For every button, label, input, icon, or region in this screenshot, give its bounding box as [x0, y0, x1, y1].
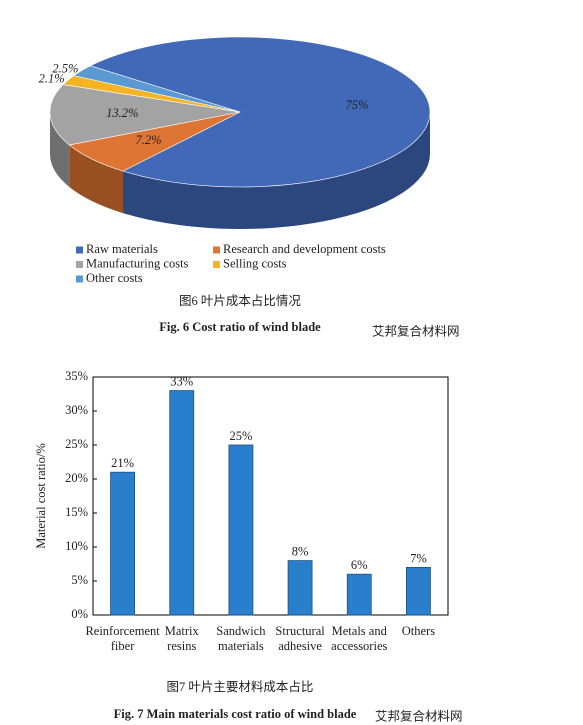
y-tick-label: 10% — [65, 539, 88, 553]
data-label: 8% — [292, 544, 309, 558]
slice — [49, 84, 241, 146]
legend-label: Raw materials — [86, 242, 158, 256]
caption-cn: 图6 叶片成本占比情况 — [179, 293, 301, 308]
data-label: 6% — [351, 558, 368, 572]
legend-swatch — [213, 261, 220, 268]
x-tick-label: Metals and accessories — [331, 624, 388, 653]
bar — [169, 390, 195, 616]
legend-label: Research and development costs — [223, 242, 386, 256]
legend-label: Other costs — [86, 271, 143, 285]
watermark: 艾邦复合材料网 — [372, 324, 460, 339]
y-tick-label: 15% — [65, 505, 88, 519]
y-tick-label: 20% — [65, 471, 88, 485]
caption-en: Fig. 7 Main materials cost ratio of wind… — [114, 707, 357, 721]
caption-cn: 图7 叶片主要材料成本占比 — [167, 679, 314, 694]
slice-side — [69, 144, 124, 214]
y-tick-label: 25% — [65, 437, 88, 451]
bar — [110, 471, 135, 616]
legend-swatch — [76, 246, 83, 254]
data-label: 25% — [229, 429, 252, 443]
x-tick-label: Sandwich materials — [216, 624, 266, 653]
x-tick-label: Reinforcement fiber — [85, 624, 160, 653]
slice-side — [123, 112, 430, 229]
data-label: 7.2% — [135, 133, 161, 147]
bar — [287, 560, 313, 616]
data-label: 7% — [410, 551, 427, 565]
legend-swatch — [76, 261, 83, 268]
slice — [89, 36, 431, 188]
y-tick-label: 5% — [71, 573, 88, 587]
y-tick-label: 30% — [65, 403, 88, 417]
x-tick-label: Matrix resins — [164, 624, 199, 653]
y-tick-label: 0% — [71, 607, 88, 621]
legend-label: Selling costs — [223, 256, 287, 270]
data-label: 2.5% — [52, 62, 78, 76]
x-tick-label: Others — [401, 624, 436, 638]
data-label: 75% — [345, 98, 368, 112]
x-tick-label: Structural adhesive — [275, 624, 325, 653]
caption-en: Fig. 6 Cost ratio of wind blade — [159, 320, 321, 334]
slice — [73, 65, 241, 113]
y-tick-label: 35% — [65, 369, 88, 383]
legend-swatch — [213, 246, 220, 254]
plot-frame — [92, 376, 449, 616]
bar — [406, 567, 431, 616]
y-axis-label: Material cost ratio/% — [34, 443, 48, 549]
data-label: 2.1% — [39, 71, 65, 85]
bar — [228, 444, 254, 616]
data-label: 21% — [111, 456, 134, 470]
data-label: 13.2% — [106, 106, 138, 120]
bar — [346, 573, 372, 616]
legend-swatch — [76, 275, 83, 283]
legend-label: Manufacturing costs — [86, 256, 189, 270]
slice-side — [50, 112, 70, 187]
watermark: 艾邦复合材料网 — [375, 709, 463, 724]
data-label: 33% — [170, 374, 193, 388]
